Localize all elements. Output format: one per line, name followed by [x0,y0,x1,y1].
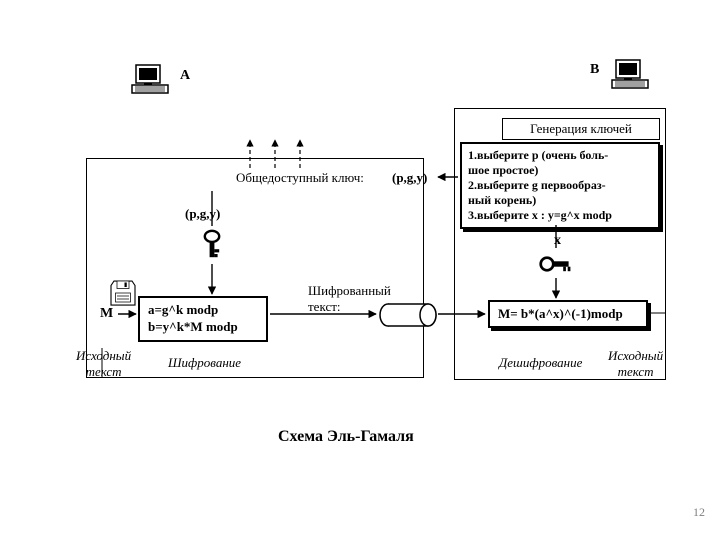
connector-lines [0,0,720,540]
